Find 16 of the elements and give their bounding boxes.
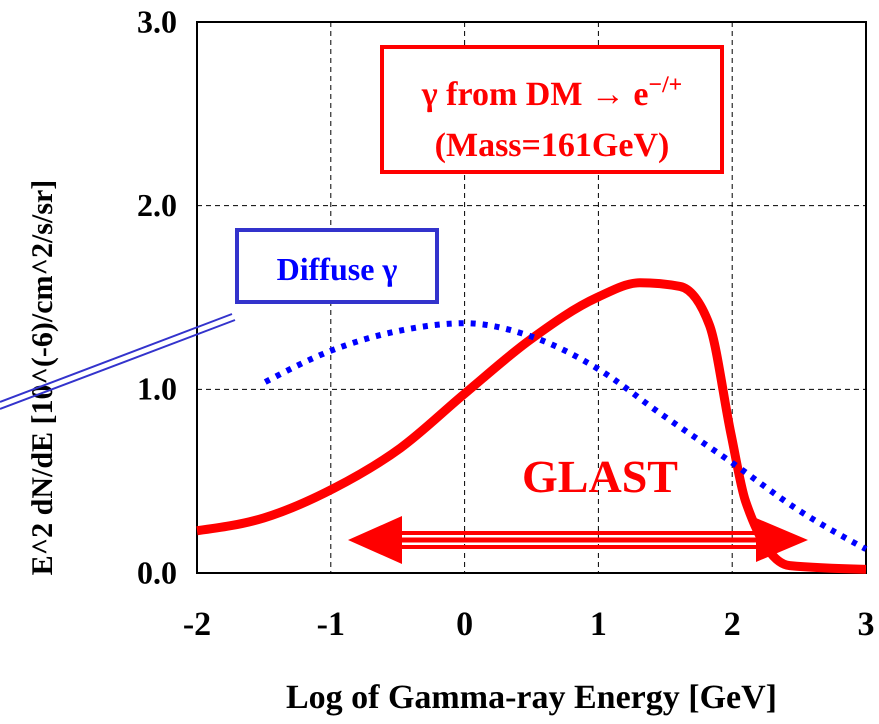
x-tick-label: 0 (456, 606, 474, 644)
y-tick-label: 1.0 (137, 370, 177, 407)
annotation: GLAST (522, 451, 678, 502)
y-tick-label: 3.0 (137, 3, 177, 40)
x-tick-label: 2 (724, 606, 741, 644)
y-tick-label: 0.0 (137, 554, 177, 590)
annotation: Diffuse γ (276, 251, 398, 287)
x-tick-label: 3 (858, 606, 874, 644)
x-tick-label: -2 (182, 606, 212, 644)
annotation: (Mass=161GeV) (434, 127, 670, 164)
x-tick-label: 1 (590, 606, 607, 644)
x-axis-title: Log of Gamma-ray Energy [GeV] (286, 679, 778, 716)
x-tick-label: -1 (316, 606, 345, 644)
y-axis-title: E^2 dN/dE [10^(-6)/cm^2/s/sr] (26, 180, 59, 576)
y-tick-label: 2.0 (137, 186, 177, 223)
annotation: γ from DM → e$^{−/+}$ (420, 72, 682, 113)
